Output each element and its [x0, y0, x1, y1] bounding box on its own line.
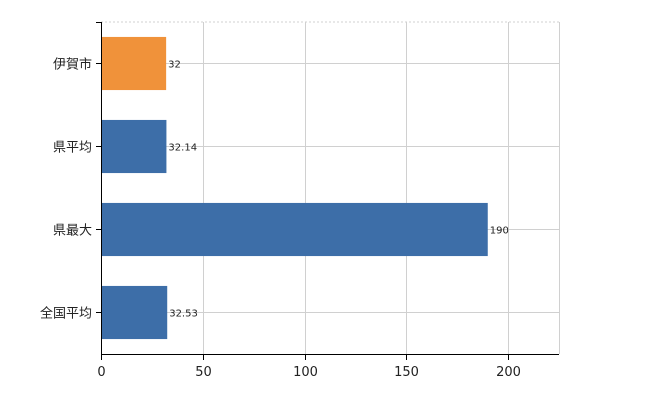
data-label: 32.14: [168, 143, 197, 154]
x-tick-label: 100: [293, 365, 318, 380]
bars: [101, 36, 488, 340]
x-tick-label: 0: [97, 365, 105, 380]
x-tick-label: 200: [496, 365, 521, 380]
bar: [101, 119, 167, 174]
category-label: 県平均: [53, 141, 92, 156]
data-label: 32: [168, 60, 181, 71]
x-tick-label: 150: [394, 365, 419, 380]
category-label: 全国平均: [40, 306, 92, 322]
grid: [101, 21, 560, 354]
bar: [101, 202, 488, 257]
category-label: 伊賀市: [53, 57, 92, 73]
axes: [96, 22, 559, 360]
x-tick-label: 50: [195, 365, 212, 380]
data-label: 190: [490, 226, 509, 237]
bar: [101, 36, 167, 91]
labels: 32 伊賀市 32.14 県平均 190 県最大 32.53 全国平均 0 50 100 150 200: [40, 57, 521, 381]
data-label: 32.53: [169, 309, 198, 320]
category-label: 県最大: [53, 224, 92, 239]
bar: [101, 285, 168, 340]
